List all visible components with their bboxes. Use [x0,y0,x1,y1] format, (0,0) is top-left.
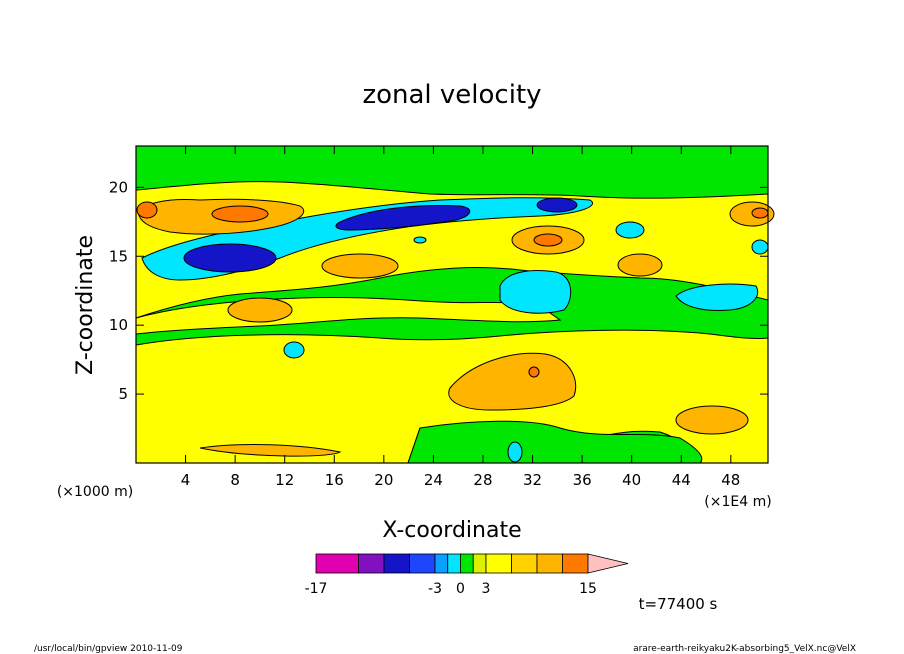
colorbar-segment [447,553,461,574]
field-orange-core [211,205,269,223]
field-orange-right-core [751,207,769,219]
field-orange-40 [617,253,663,277]
x-tick-label: 32 [523,471,542,489]
y-axis-label: Z-coordinate [73,235,98,375]
colorbar-segment [409,553,436,574]
colorbar-segment [460,553,474,574]
x-tick-label: 8 [230,471,240,489]
time-label: t=77400 s [639,595,718,613]
field-cyan-40 [615,221,645,239]
colorbar: -17 -3 0 3 15 [305,553,629,597]
field-cyan-32 [499,270,572,314]
y-axis: 5 10 15 20 [109,178,768,403]
colorbar-segment [485,553,512,574]
y-unit-label: (×1000 m) [57,484,133,500]
chart-title: zonal velocity [362,80,541,110]
x-unit-label: (×1E4 m) [704,494,771,510]
footer-left: /usr/local/bin/gpview 2010-11-09 [34,644,183,654]
x-tick-label: 24 [424,471,443,489]
field-cyan-right [751,239,769,255]
field-cyan-24 [413,236,427,244]
y-tick-label: 10 [109,316,128,334]
colorbar-segment [358,553,385,574]
x-tick-label: 20 [374,471,393,489]
x-tick-label: 40 [622,471,641,489]
field-cyan-14 [283,341,305,359]
x-tick-label: 36 [573,471,592,489]
footer-right: arare-earth-reikyaku2K-absorbing5_VelX.n… [633,644,856,654]
colorbar-segment [472,553,487,574]
x-axis-label: X-coordinate [382,518,521,543]
x-tick-label: 48 [721,471,740,489]
colorbar-segment [315,553,359,574]
x-tick-label: 28 [473,471,492,489]
colorbar-segment [536,553,563,574]
y-tick-label: 5 [118,385,128,403]
colorbar-extension [587,553,629,574]
x-tick-label: 4 [181,471,191,489]
field-blue-small [536,197,578,213]
field-orange-left-edge [136,201,158,219]
colorbar-segment [562,553,589,574]
colorbar-segment [434,553,449,574]
x-tick-label: 12 [275,471,294,489]
field-orange-34-core [533,233,563,247]
colorbar-label: 15 [579,581,597,597]
field-jet-blue-2 [335,205,471,231]
colorbar-label: 0 [456,581,465,597]
x-axis: 4 8 12 16 20 24 28 32 36 40 44 48 [181,146,740,489]
colorbar-label: 3 [482,581,491,597]
field-lower-green [407,420,703,464]
colorbar-label: -17 [305,581,328,597]
field-orange-32-core [528,366,540,378]
field-cyan-30 [507,441,523,463]
y-tick-label: 15 [109,247,128,265]
field-orange-10 [227,297,293,323]
colorbar-label: -3 [428,581,442,597]
x-tick-label: 44 [672,471,691,489]
field-orange-32 [448,352,577,411]
plot-frame [135,145,769,464]
field-jet-blue-1 [183,243,277,273]
colorbar-segment [511,553,538,574]
x-tick-label: 16 [325,471,344,489]
y-tick-label: 20 [109,178,128,196]
field-cyan-45 [675,283,759,311]
field-orange-mid [321,253,399,279]
colorbar-segment [383,553,410,574]
field-orange-bottom [199,444,342,457]
plot-area [135,145,775,464]
field-orange-45 [675,405,749,435]
